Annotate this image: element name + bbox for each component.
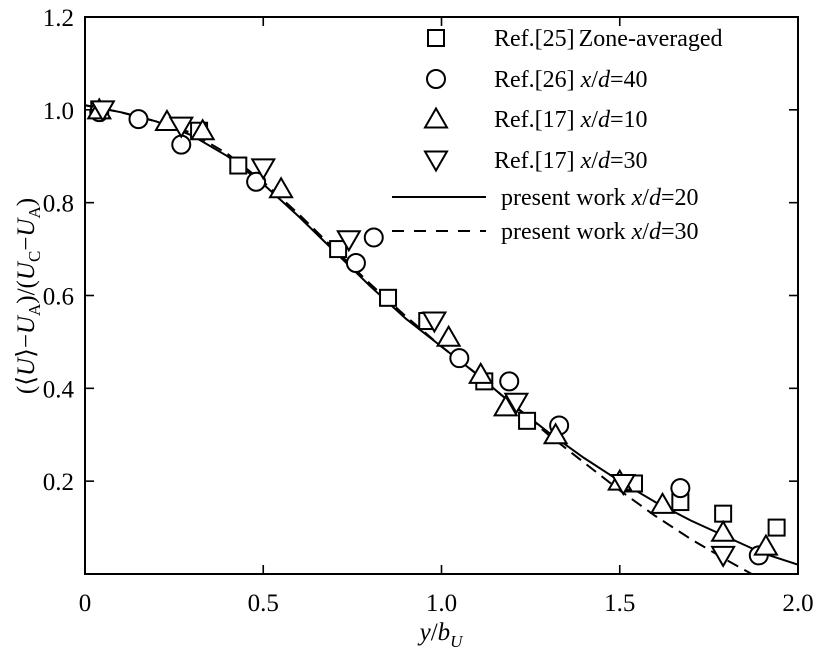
x-tick-label: 0 [79, 590, 92, 617]
data-point-square [329, 240, 348, 259]
data-point-triangle-up [710, 519, 736, 542]
y-tick-label: 1.0 [43, 98, 74, 125]
legend-marker-circle [426, 69, 446, 89]
legend-marker-triangle-up [423, 106, 449, 129]
legend-label: Ref.[17] x/d=30 [494, 148, 648, 174]
x-axis-label: y/bU [417, 619, 465, 649]
data-point-triangle-down [610, 473, 637, 496]
data-point-triangle-up [542, 422, 569, 445]
data-point-triangle-down [168, 116, 194, 139]
legend-label: Ref.[25] Zone-averaged [494, 26, 723, 52]
legend-entry: present work x/d=20 [392, 185, 699, 211]
y-axis-label: (⟨U⟩−UA)/(UC−UA) [13, 198, 44, 394]
plot-area [85, 97, 798, 574]
data-point-triangle-up [467, 361, 494, 384]
legend: Ref.[25] Zone-averaged Ref.[26] x/d=40 Ref.… [392, 26, 723, 245]
data-point-triangle-up [189, 118, 216, 141]
data-point-circle [345, 253, 366, 274]
data-point-triangle-up [435, 324, 462, 347]
legend-entry: Ref.[17] x/d=10 [423, 106, 648, 133]
x-tick-label: 2.0 [782, 590, 813, 617]
y-tick-label: 1.2 [43, 5, 74, 32]
data-point-triangle-down [421, 311, 448, 334]
data-point-square [767, 518, 786, 537]
plot-frame [84, 16, 799, 575]
legend-entry: Ref.[25] Zone-averaged [427, 26, 723, 52]
legend-label: present work x/d=30 [501, 219, 699, 245]
data-point-triangle-up [649, 491, 676, 514]
legend-entry: present work x/d=30 [392, 219, 699, 245]
legend-label: Ref.[17] x/d=10 [494, 107, 648, 133]
legend-label: Ref.[26] x/d=40 [494, 67, 648, 93]
x-tick-label: 1.5 [604, 590, 635, 617]
legend-entry: Ref.[26] x/d=40 [426, 67, 648, 93]
data-point-circle [670, 478, 691, 499]
data-point-triangle-up [268, 176, 294, 199]
data-point-triangle-down [710, 545, 736, 568]
data-point-circle [499, 371, 520, 392]
data-point-circle [363, 227, 384, 248]
legend-entry: Ref.[17] x/d=30 [423, 148, 648, 174]
data-point-circle [128, 109, 149, 130]
legend-marker-triangle-down [423, 150, 449, 173]
data-point-triangle-down [336, 230, 362, 253]
data-point-square [229, 156, 248, 175]
data-point-triangle-up [753, 533, 779, 556]
y-tick-label: 0.2 [43, 469, 74, 496]
x-tick-label: 0.5 [248, 590, 279, 617]
data-point-square [714, 504, 733, 523]
x-tick-label: 1.0 [426, 590, 457, 617]
data-point-square [379, 288, 398, 307]
data-point-circle [449, 348, 470, 369]
legend-marker-square [427, 29, 445, 47]
data-point-triangle-down [503, 392, 530, 415]
y-tick-label: 0.4 [43, 376, 75, 403]
series-line-solid [85, 104, 798, 566]
data-point-triangle-down [90, 100, 116, 123]
data-point-circle [246, 171, 267, 192]
data-point-triangle-up [492, 394, 519, 417]
y-tick-label: 0.8 [43, 191, 74, 218]
legend-label: present work x/d=20 [501, 185, 699, 211]
data-point-square [518, 411, 537, 430]
axes: 0 0.5 1.0 1.5 2.0 0.2 0.4 0.6 0.8 1.0 1.2 [43, 5, 814, 617]
series-line-dashed [85, 104, 753, 574]
y-tick-label: 0.6 [43, 284, 74, 311]
data-point-triangle-down [250, 158, 276, 181]
